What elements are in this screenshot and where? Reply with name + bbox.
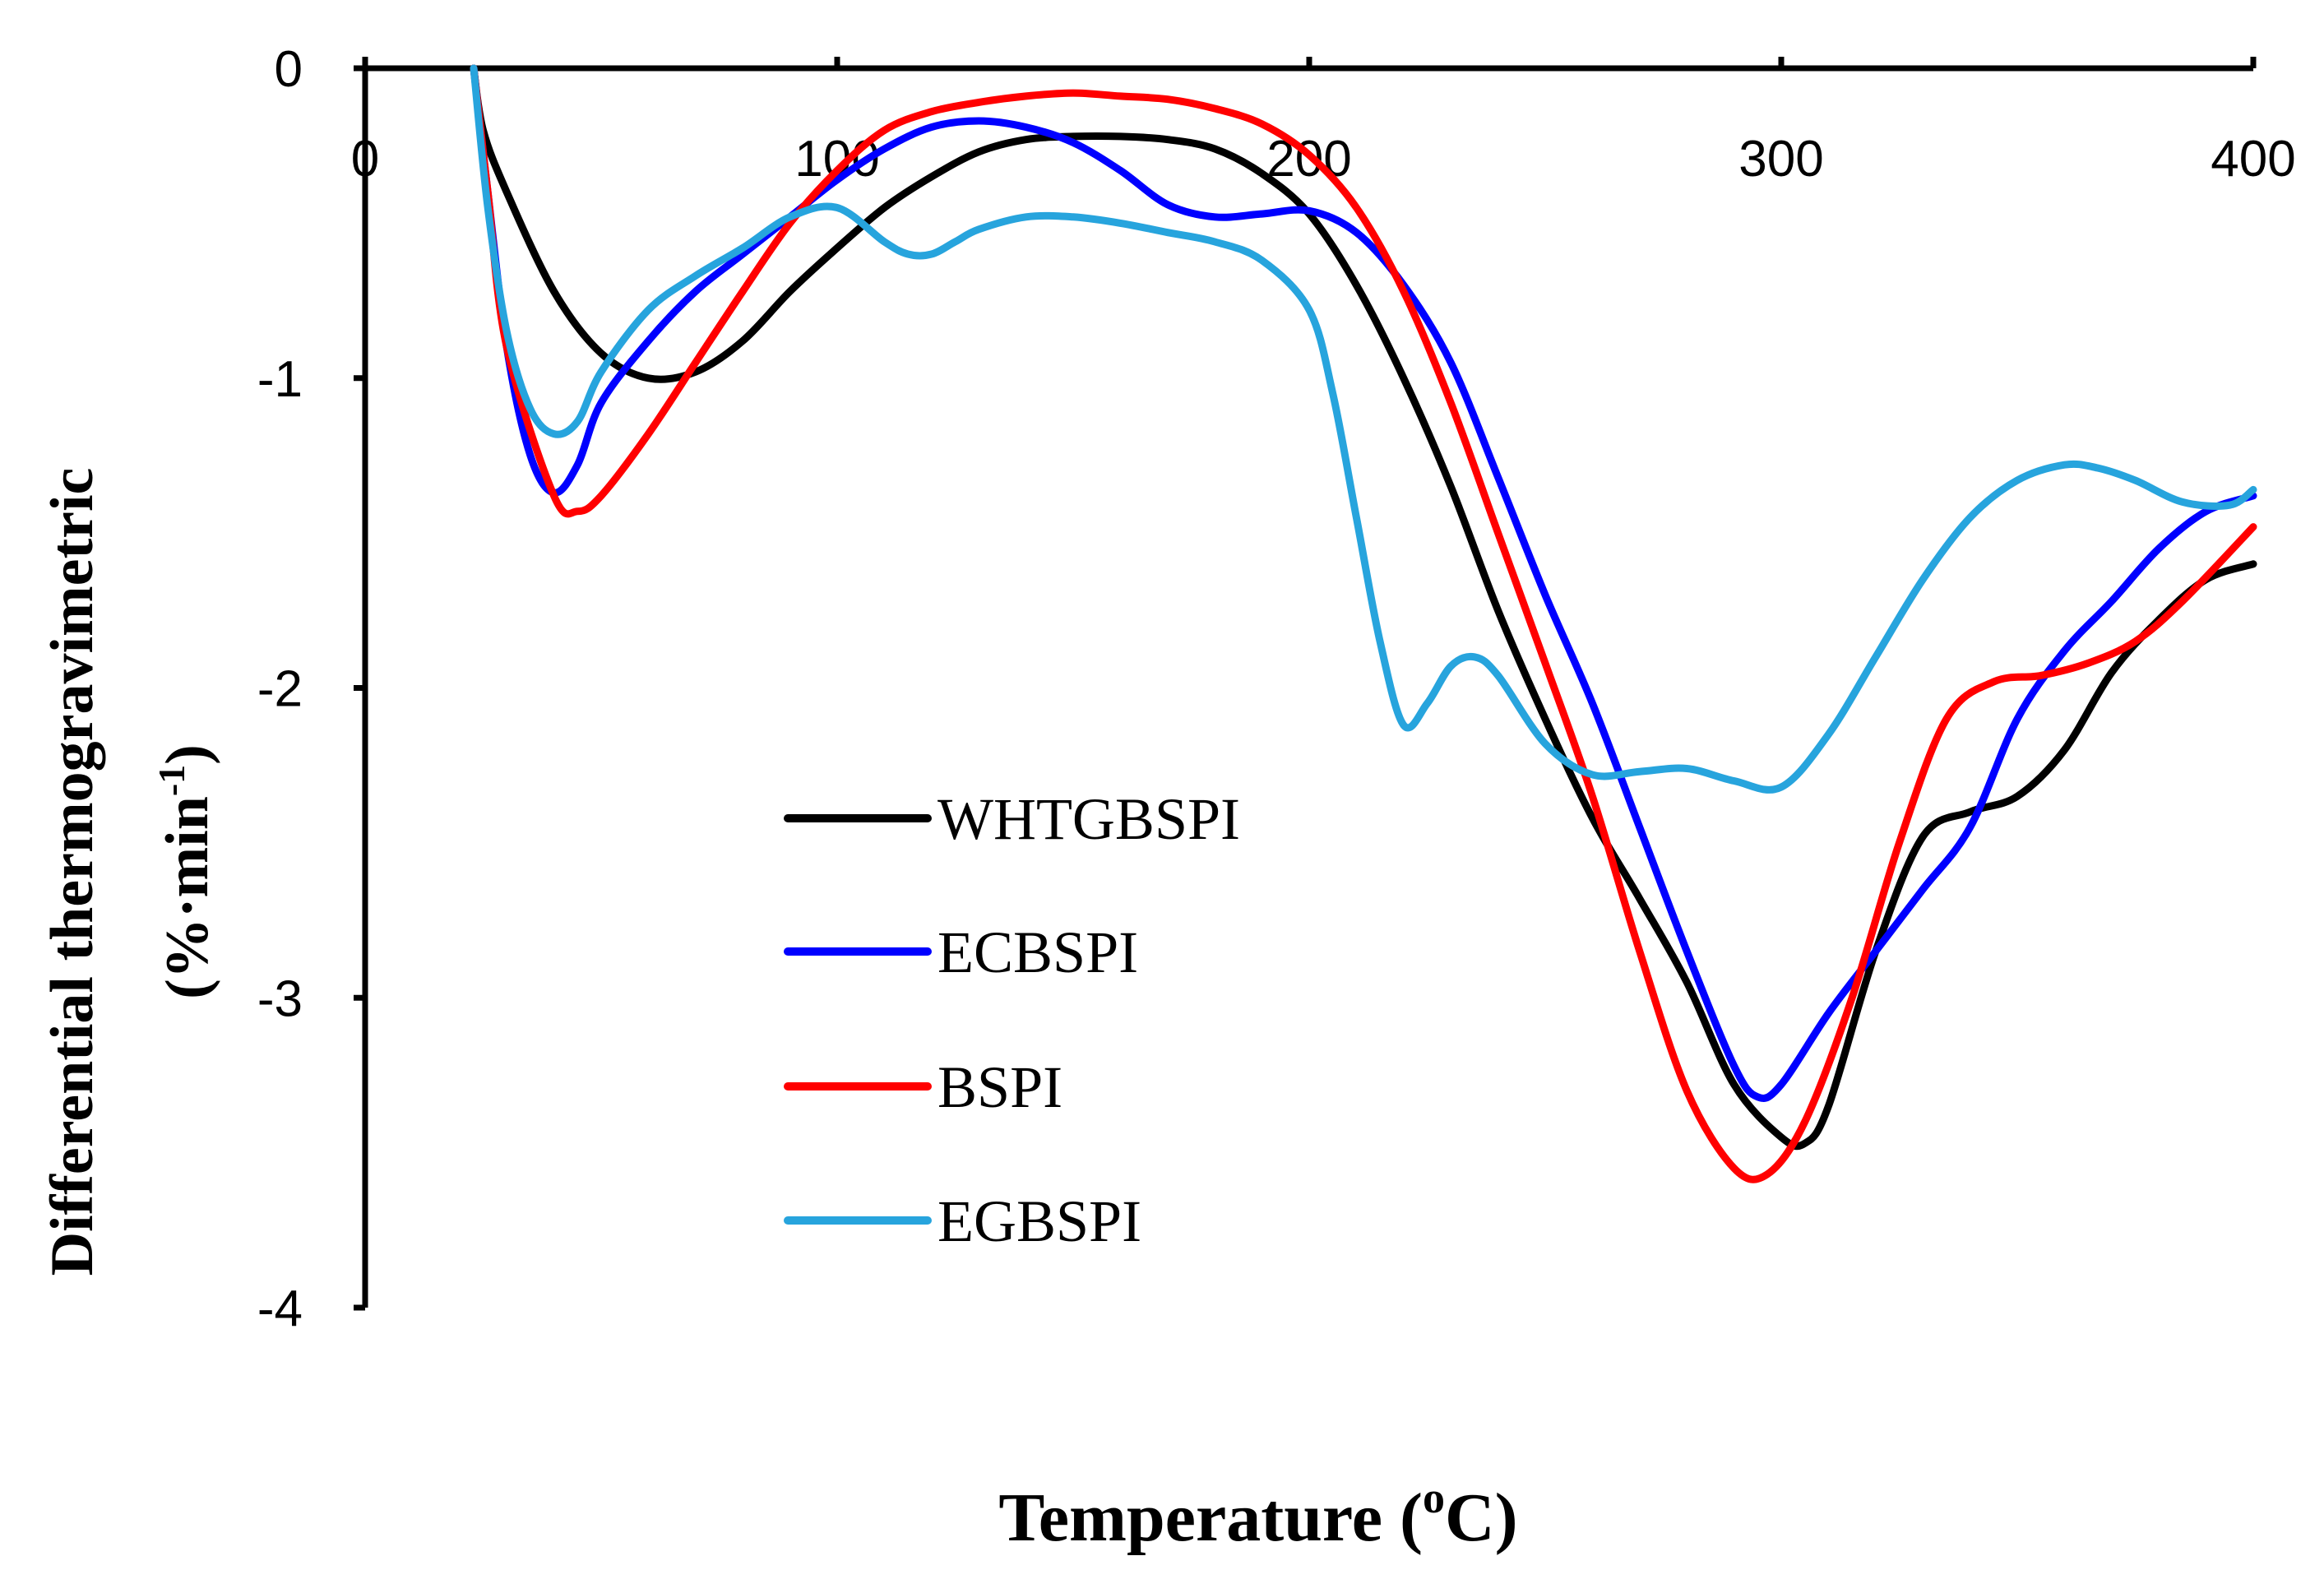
legend: WHTGBSPI ECBSPI BSPI EGBSPI: [784, 786, 1240, 1254]
x-axis-label: Temperature (oC): [998, 1473, 1517, 1556]
x-tick-label-4: 400: [2211, 131, 2295, 188]
y-tick-label-1: -1: [257, 351, 303, 408]
legend-label-whtgbspi: WHTGBSPI: [937, 786, 1240, 852]
y-axis-label-superscript: -1: [150, 765, 192, 796]
series-group: [470, 64, 2257, 1183]
y-axis-label-line1: Differential thermogravimetric: [39, 468, 106, 1276]
series-line-bspi: [470, 64, 2257, 1183]
y-tick-label-3: -3: [257, 970, 303, 1027]
y-axis-label-line2: (%·min-1): [150, 744, 221, 999]
legend-label-bspi: BSPI: [937, 1054, 1062, 1120]
y-tick-label-4: -4: [257, 1280, 303, 1337]
y-axis-label-close: ): [154, 744, 221, 765]
x-tick-labels: 0 100 200 300 400: [351, 131, 2296, 188]
x-axis-label-end: C): [1445, 1480, 1518, 1556]
y-tick-labels: 0 -1 -2 -3 -4: [257, 41, 303, 1337]
series-line-egbspi: [470, 64, 2257, 794]
x-axis-label-main: Temperature (: [998, 1480, 1423, 1556]
legend-label-egbspi: EGBSPI: [937, 1188, 1141, 1254]
y-tick-marks: [354, 65, 365, 1311]
y-axis-label-unit: (%·min: [154, 796, 221, 999]
x-tick-label-3: 300: [1738, 131, 1823, 188]
series-line-whtgbspi: [470, 64, 2257, 1151]
x-tick-marks: [362, 57, 2257, 68]
series-line-ecbspi: [470, 64, 2257, 1102]
y-axis-label: Differential thermogravimetric (%·min-1): [39, 468, 221, 1276]
legend-label-ecbspi: ECBSPI: [937, 919, 1138, 985]
y-tick-label-0: 0: [275, 41, 303, 98]
x-tick-label-0: 0: [351, 131, 379, 188]
x-axis-label-superscript: o: [1423, 1473, 1445, 1522]
y-tick-label-2: -2: [257, 661, 303, 718]
